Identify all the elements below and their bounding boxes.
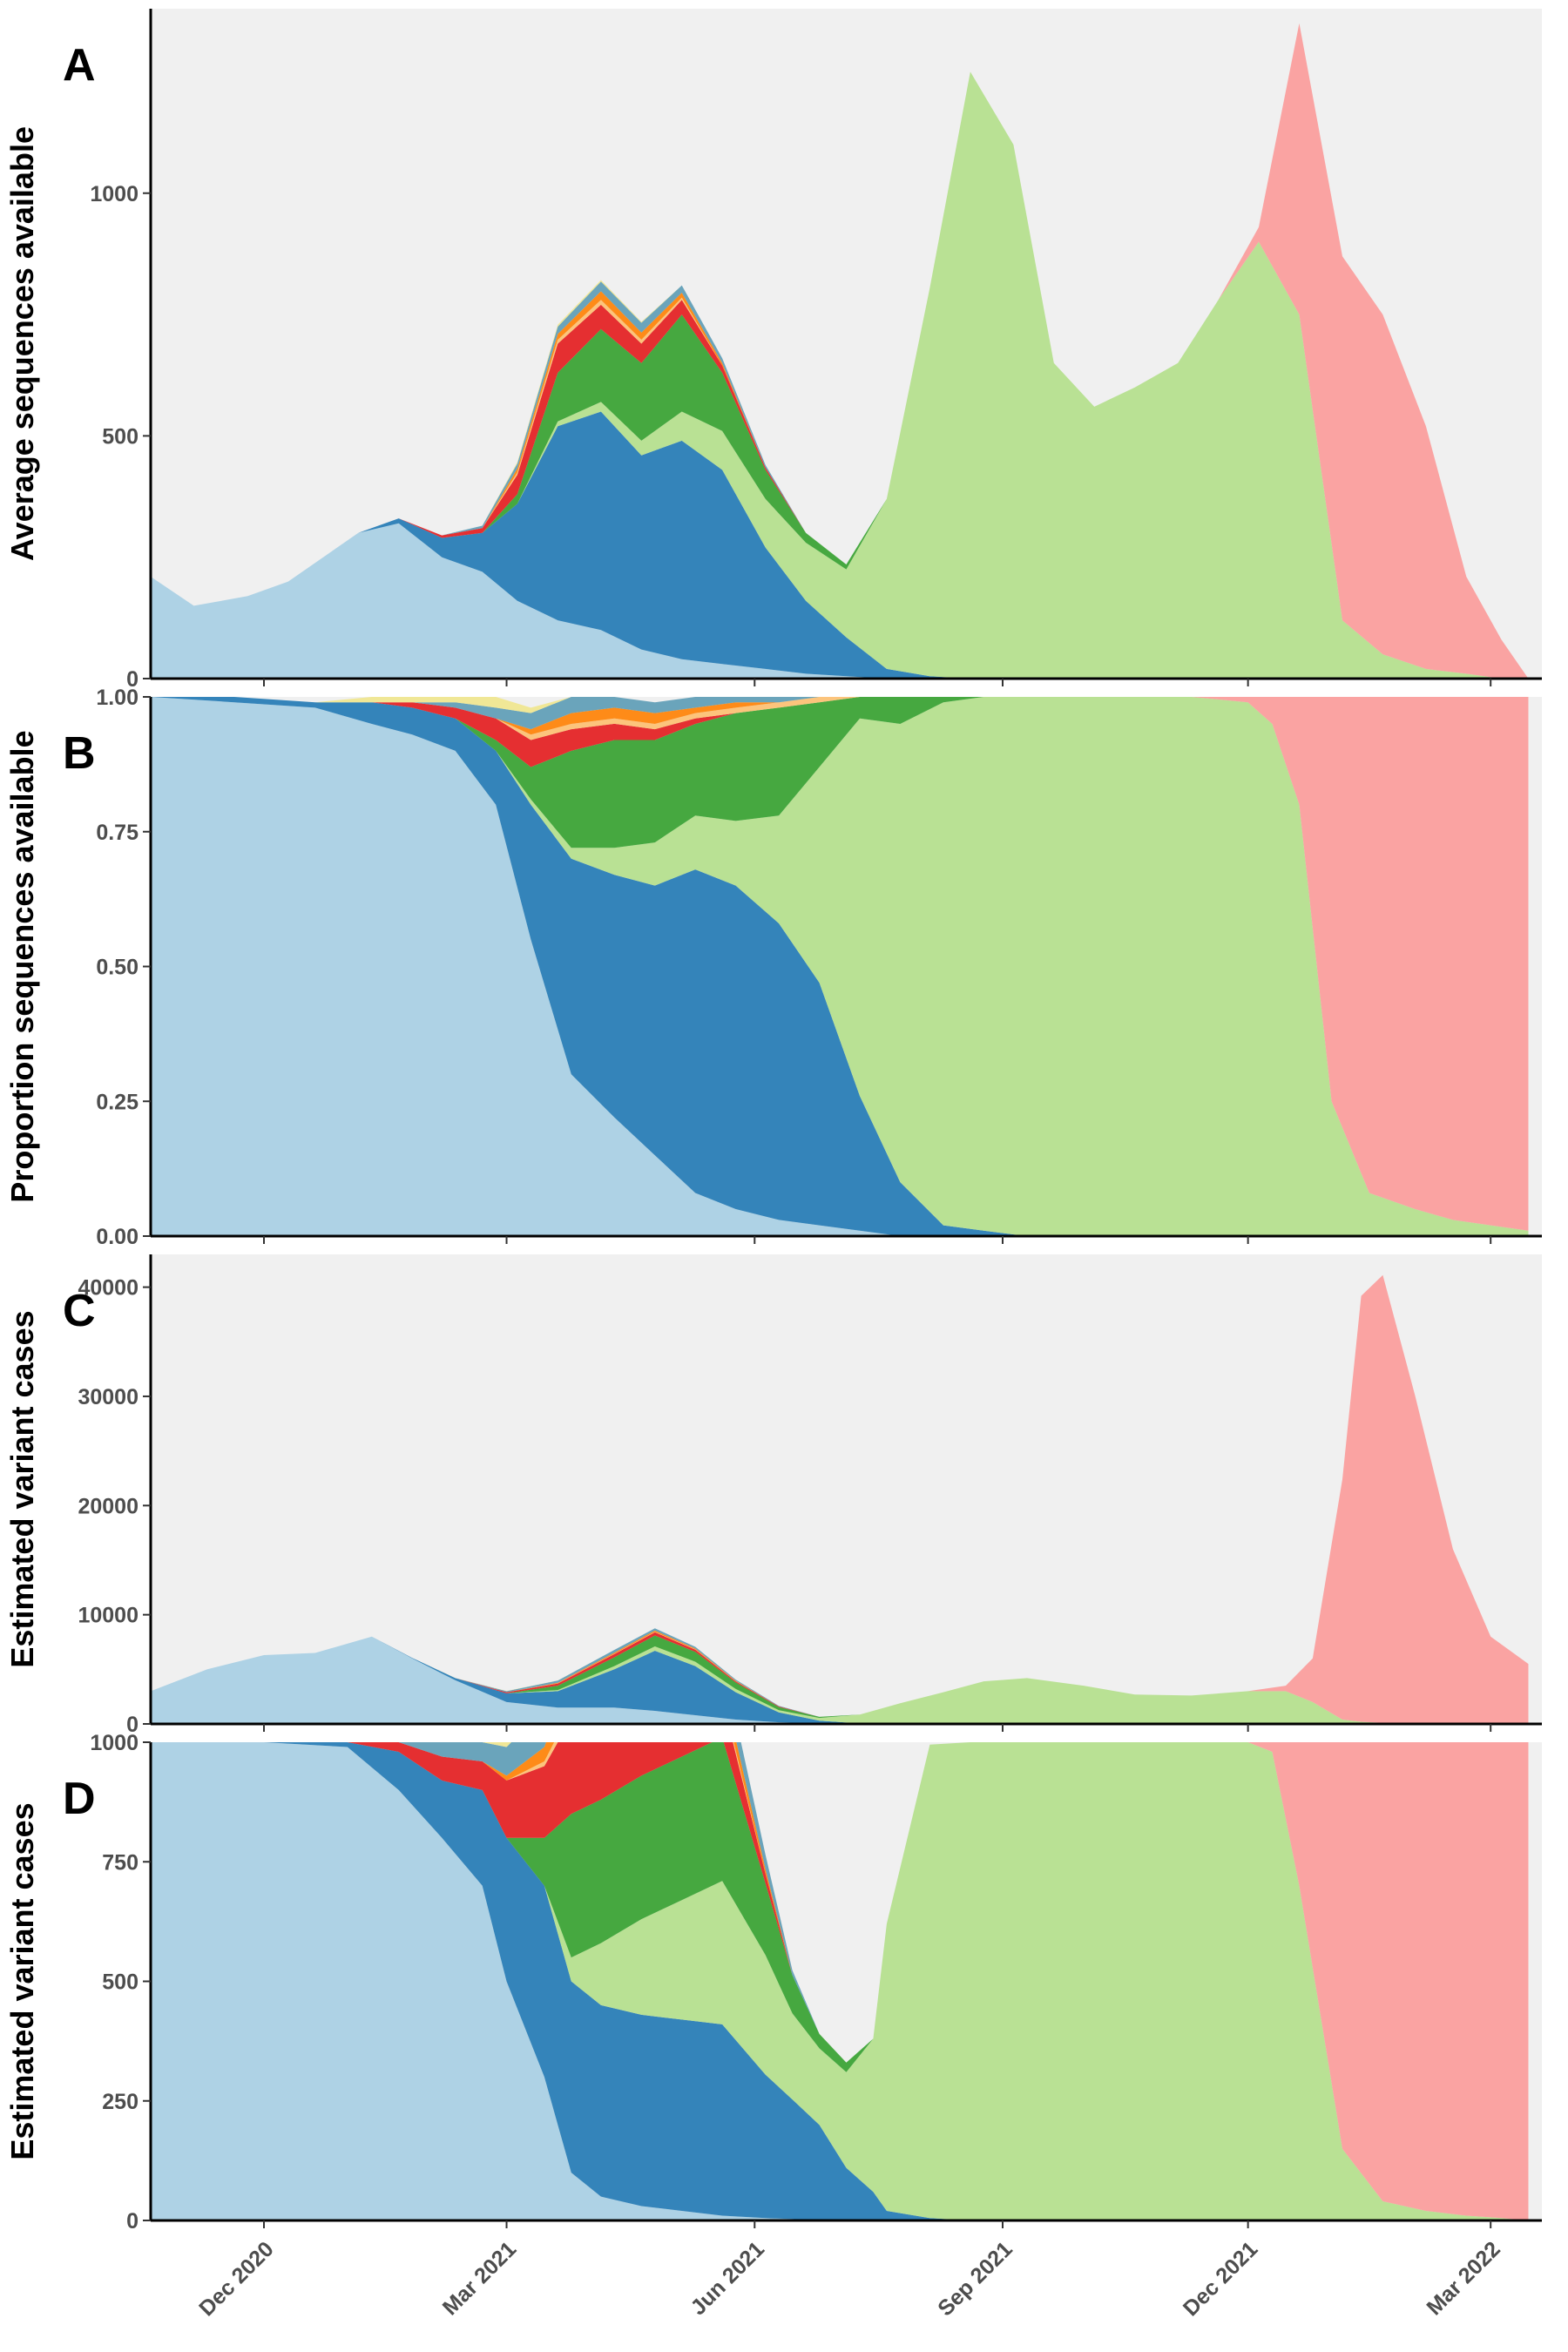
- panel-letter: B: [63, 728, 96, 779]
- series-area-6: [151, 1274, 1529, 1724]
- y-tick-label: 0: [126, 1713, 139, 1737]
- x-tick-label: Mar 2022: [1422, 2237, 1504, 2320]
- x-tick-label: Mar 2021: [438, 2237, 522, 2321]
- panel-c: 0 10000 20000 30000 40000 Estimated variant c…: [4, 1254, 1542, 1737]
- series-area-1: [151, 697, 1529, 1236]
- y-tick-label: 40000: [78, 1276, 139, 1301]
- series-area-1: [151, 523, 1529, 679]
- y-tick-label: 0.75: [96, 821, 139, 845]
- y-tick-label: 750: [102, 1850, 139, 1875]
- y-tick-label: 0: [126, 2209, 139, 2234]
- y-tick-label: 1.00: [96, 686, 139, 710]
- x-tick-label: Dec 2021: [1179, 2237, 1263, 2322]
- y-tick-label: 0.25: [96, 1090, 139, 1114]
- panel-letter: A: [63, 40, 96, 91]
- y-tick-label: 500: [102, 424, 139, 449]
- y-axis-title: Proportion sequences available: [4, 730, 40, 1202]
- series-area-3: [151, 1636, 1529, 1724]
- stacked-areas: [151, 1274, 1529, 1724]
- series-area-10: [151, 697, 1529, 713]
- y-axis-title: Estimated variant cases: [4, 1310, 40, 1667]
- y-tick-label: 1000: [90, 182, 139, 206]
- y-tick-label: 1000: [90, 1731, 139, 1755]
- series-area-6: [151, 1742, 1529, 2220]
- y-tick-label: 0.00: [96, 1225, 139, 1249]
- panel-a: 0 500 1000 Average sequences available A: [4, 9, 1542, 692]
- y-tick-label: 0: [126, 667, 139, 692]
- y-tick-label: 30000: [78, 1385, 139, 1409]
- y-tick-label: 20000: [78, 1494, 139, 1518]
- series-area-1: [151, 1742, 1529, 2220]
- x-tick-label: Jun 2021: [686, 2237, 769, 2321]
- series-area-3: [151, 1742, 1529, 2220]
- stacked-areas: [151, 697, 1529, 1236]
- series-area-6: [151, 697, 1529, 1231]
- series-area-1: [151, 1636, 1529, 1724]
- series-area-2: [151, 697, 1529, 1236]
- series-area-3: [151, 71, 1529, 679]
- x-tick-label: Sep 2021: [933, 2237, 1017, 2322]
- y-tick-label: 500: [102, 1970, 139, 1995]
- series-area-3: [151, 697, 1529, 1236]
- series-area-2: [151, 1742, 1529, 2220]
- panel-letter: C: [63, 1286, 96, 1336]
- panel-b: 0.00 0.25 0.50 0.75 1.00 Proportion sequences…: [4, 686, 1542, 1249]
- series-area-6: [151, 23, 1529, 679]
- x-tick-label: Dec 2020: [194, 2237, 278, 2321]
- y-tick-label: 250: [102, 2090, 139, 2114]
- stacked-areas: [151, 1742, 1529, 2220]
- stacked-areas: [151, 23, 1529, 679]
- panel-letter: D: [63, 1774, 96, 1824]
- y-axis-title: Estimated variant cases: [4, 1802, 40, 2159]
- y-tick-label: 0.50: [96, 956, 139, 980]
- y-tick-label: 10000: [78, 1604, 139, 1628]
- y-axis-title: Average sequences available: [4, 126, 40, 561]
- panel-d: 0 250 500 750 1000 Estimated variant cases D: [4, 1731, 1542, 2234]
